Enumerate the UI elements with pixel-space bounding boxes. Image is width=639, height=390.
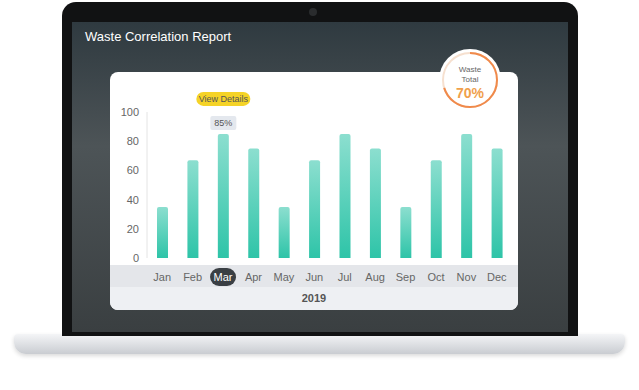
svg-text:Total: Total — [462, 75, 479, 84]
svg-text:Feb: Feb — [183, 271, 202, 283]
svg-text:20: 20 — [127, 223, 139, 235]
svg-text:Jan: Jan — [153, 271, 171, 283]
svg-text:Sep: Sep — [396, 271, 416, 283]
svg-text:80: 80 — [127, 135, 139, 147]
svg-text:0: 0 — [133, 252, 139, 264]
svg-text:Aug: Aug — [365, 271, 385, 283]
svg-text:70%: 70% — [456, 85, 485, 101]
svg-text:Dec: Dec — [487, 271, 507, 283]
svg-text:Nov: Nov — [457, 271, 477, 283]
svg-text:85%: 85% — [214, 118, 232, 128]
html-text:Waste Correlation Report: Waste Correlation Report — [85, 29, 232, 44]
svg-text:Jun: Jun — [305, 271, 323, 283]
svg-text:May: May — [273, 271, 294, 283]
svg-text:Waste: Waste — [459, 65, 482, 74]
svg-text:40: 40 — [127, 194, 139, 206]
svg-text:Jul: Jul — [338, 271, 352, 283]
svg-text:Mar: Mar — [214, 271, 233, 283]
svg-text:Oct: Oct — [427, 271, 444, 283]
html-text:2019: 2019 — [301, 292, 327, 304]
svg-text:100: 100 — [121, 106, 139, 118]
svg-text:View Details: View Details — [199, 94, 249, 104]
svg-text:Apr: Apr — [245, 271, 262, 283]
svg-text:60: 60 — [127, 164, 139, 176]
